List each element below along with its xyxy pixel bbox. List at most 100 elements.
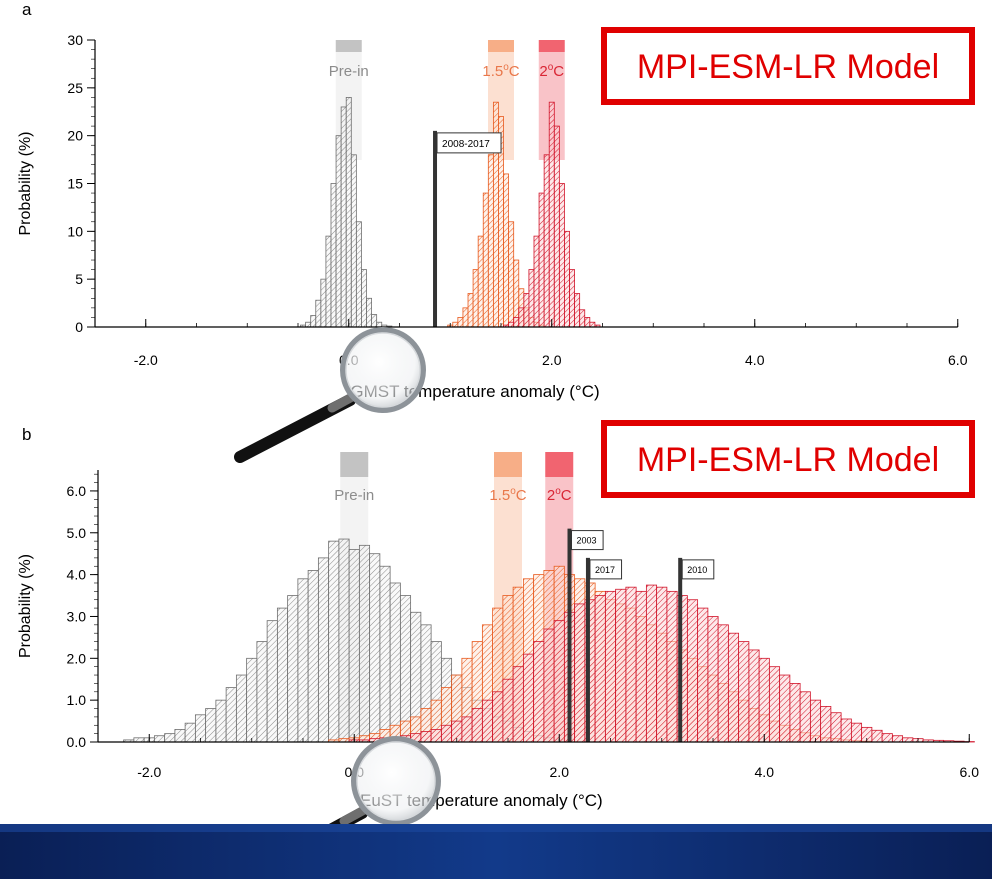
histogram-bar (657, 587, 667, 742)
histogram-bar (441, 725, 451, 742)
histogram-bar (267, 621, 277, 742)
histogram-bar (636, 591, 646, 742)
panel-letter: b (22, 425, 31, 444)
histogram-bar (872, 730, 882, 742)
histogram-bar (356, 222, 361, 327)
histogram-bar (458, 317, 463, 327)
histogram-bar (749, 650, 759, 742)
year-marker-label: 2017 (595, 565, 615, 575)
x-tick-label: 2.0 (550, 764, 570, 780)
panel-letter: a (22, 0, 32, 19)
histogram-bar (351, 155, 356, 327)
y-tick-label: 5.0 (67, 525, 87, 541)
histogram-bar (431, 729, 441, 742)
histogram-bar (800, 692, 810, 742)
histogram-bar (349, 550, 359, 742)
histogram-bar (226, 688, 236, 742)
histogram-bar (821, 706, 831, 742)
x-tick-label: 2.0 (542, 352, 562, 368)
x-tick-label: 4.0 (745, 352, 765, 368)
histogram-bar (367, 298, 372, 327)
histogram-bar (514, 317, 519, 327)
histogram-bar (361, 270, 366, 327)
histogram-bar (488, 155, 493, 327)
histogram-bar (892, 736, 902, 742)
legend-swatch (336, 40, 362, 52)
y-axis-label: Probability (%) (17, 554, 34, 658)
histogram-bar (154, 736, 164, 742)
histogram-bar (400, 596, 410, 742)
histogram-bar (359, 545, 369, 742)
model-label-box: MPI-ESM-LR Model (604, 423, 972, 495)
histogram-bar (739, 642, 749, 742)
histogram-bar (769, 667, 779, 742)
histogram-bar (790, 683, 800, 742)
legend-label: Pre-in (334, 487, 374, 504)
histogram-bar (504, 174, 509, 327)
histogram-bar (810, 700, 820, 742)
histogram-bar (514, 260, 519, 327)
histogram-bar (468, 294, 473, 327)
y-tick-label: 10 (67, 223, 83, 239)
x-tick-label: 6.0 (960, 764, 980, 780)
histogram-bar (585, 317, 590, 327)
histogram-bar (698, 608, 708, 742)
histogram-bar (509, 322, 514, 327)
histogram-bar (236, 675, 246, 742)
y-tick-label: 4.0 (67, 567, 87, 583)
histogram-bar (372, 315, 377, 327)
histogram-bar (529, 270, 534, 327)
legend-swatch (545, 452, 573, 477)
legend-label: Pre-in (329, 63, 369, 80)
histogram-bar (421, 732, 431, 742)
legend-swatch (488, 40, 514, 52)
histogram-bar (380, 566, 390, 742)
histogram-bar (544, 629, 554, 742)
histogram-bar (462, 717, 472, 742)
histogram-bar (534, 236, 539, 327)
histogram-bar (482, 700, 492, 742)
histogram-bar (549, 102, 554, 327)
year-marker-label: 2008-2017 (442, 139, 490, 150)
year-marker-label: 2010 (687, 565, 707, 575)
y-tick-label: 30 (67, 32, 83, 48)
histogram-bar (554, 621, 564, 742)
histogram-bar (185, 723, 195, 742)
histogram-bar (331, 184, 336, 328)
histogram-bar (544, 155, 549, 327)
year-marker-label: 2003 (577, 536, 597, 546)
histogram-bar (483, 193, 488, 327)
histogram-bar (206, 709, 216, 742)
y-tick-label: 2.0 (67, 650, 87, 666)
x-tick-label: 6.0 (948, 352, 968, 368)
histogram-bar (590, 322, 595, 327)
histogram-bar (667, 591, 677, 742)
histogram-bar (318, 558, 328, 742)
histogram-bar (316, 300, 321, 327)
histogram-bar (298, 579, 308, 742)
series-prein (301, 97, 392, 327)
y-tick-label: 6.0 (67, 483, 87, 499)
histogram-bar (472, 709, 482, 742)
histogram-bar (341, 107, 346, 327)
histogram-bar (216, 700, 226, 742)
y-tick-label: 25 (67, 80, 83, 96)
x-tick-label: -2.0 (137, 764, 161, 780)
legend-label: 1.5oC (482, 62, 519, 80)
legend-label: 1.5oC (489, 486, 526, 504)
histogram-bar (523, 654, 533, 742)
histogram-bar (509, 222, 514, 327)
histogram-bar (326, 236, 331, 327)
y-tick-label: 3.0 (67, 608, 87, 624)
histogram-bar (277, 608, 287, 742)
histogram-bar (851, 723, 861, 742)
histogram-bar (321, 279, 326, 327)
y-axis-label: Probability (%) (17, 131, 34, 235)
histogram-bar (175, 729, 185, 742)
y-tick-label: 5 (75, 271, 83, 287)
y-tick-label: 0 (75, 319, 83, 335)
histogram-bar (524, 294, 529, 327)
histogram-bar (554, 126, 559, 327)
histogram-bar (841, 719, 851, 742)
